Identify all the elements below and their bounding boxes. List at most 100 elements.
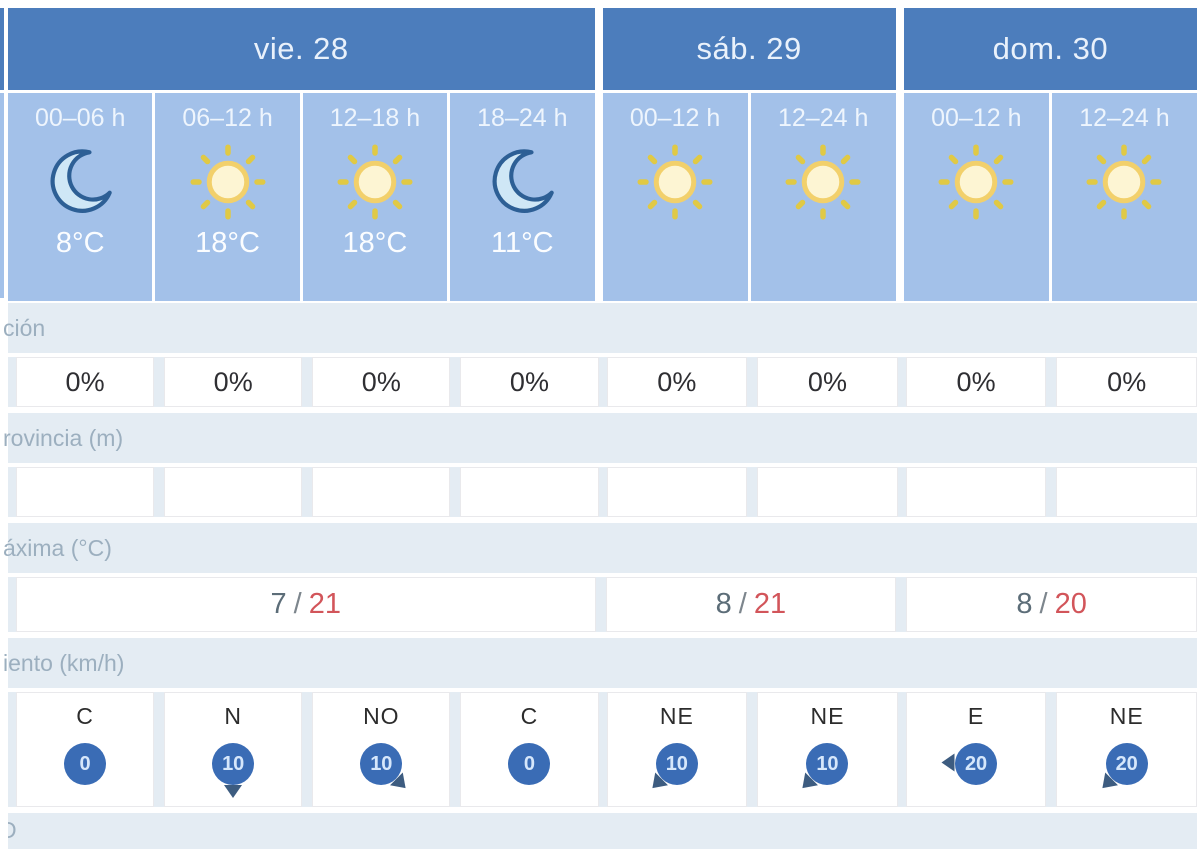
wind-speed-badge: 20	[1095, 743, 1148, 795]
weather-icon	[482, 139, 562, 225]
wind-speed-value: 0	[64, 743, 107, 785]
day-header-saturday: sáb. 29	[602, 8, 896, 90]
precipitation-cell: 0%	[606, 357, 748, 407]
day-header-friday: vie. 28	[8, 8, 595, 90]
minmax-separator: /	[1039, 588, 1048, 620]
wind-cell: C 0	[460, 692, 599, 807]
wind-direction-label: NO	[363, 703, 400, 729]
precipitation-cell: 0%	[16, 357, 155, 407]
wind-arrow-icon	[941, 753, 955, 772]
prev-column-sliver-body	[0, 93, 4, 298]
precipitation-cell: 0%	[757, 357, 898, 407]
precipitation-cell: 0%	[164, 357, 303, 407]
snow-level-cell	[16, 467, 155, 517]
moon-icon	[50, 149, 112, 213]
precipitation-cell: 0%	[1056, 357, 1197, 407]
row-label-snow-level: rovincia (m)	[3, 425, 124, 451]
weather-icon	[635, 139, 715, 225]
sun-icon	[190, 144, 266, 220]
row-label-band-precipitation: ción	[3, 303, 1197, 353]
temperature-label: 18°C	[342, 227, 408, 259]
wind-direction-label: NE	[1109, 703, 1144, 729]
weather-icon	[783, 139, 863, 225]
hour-range-label: 12–24 h	[778, 104, 869, 132]
precipitation-cell: 0%	[460, 357, 599, 407]
day-header-sunday: dom. 30	[903, 8, 1197, 90]
sun-icon	[1086, 144, 1162, 220]
hour-range-label: 12–18 h	[329, 104, 421, 132]
minmax-separator: /	[738, 588, 747, 620]
hour-range-label: 18–24 h	[477, 104, 568, 132]
hour-column: 00–12 h	[903, 93, 1049, 301]
forecast-table: vie. 28 sáb. 29 dom. 30 00–06 h 8°C 06–1…	[3, 8, 1197, 849]
hourly-forecast-row: 00–06 h 8°C 06–12 h 18°C 12–18 h	[8, 93, 1197, 301]
weather-icon	[335, 139, 415, 225]
sunday-group: 00–12 h 12–24 h	[903, 93, 1197, 301]
minmax-cell-saturday: 8 / 21	[605, 577, 897, 632]
row-label-band-wind: iento (km/h)	[3, 638, 1197, 688]
hour-range-label: 00–06 h	[35, 104, 126, 132]
snow-level-cell	[606, 467, 748, 517]
wind-direction-label: NE	[659, 703, 694, 729]
wind-speed-value: 0	[508, 743, 551, 785]
wind-speed-badge: 0	[64, 743, 107, 785]
hour-range-label: 06–12 h	[182, 104, 273, 132]
row-label-minmax-temp: áxima (°C)	[3, 535, 112, 561]
wind-speed-value: 20	[955, 743, 998, 785]
wind-direction-label: N	[224, 703, 242, 729]
wind-cell: N 10	[164, 692, 303, 807]
min-temp: 8	[715, 588, 732, 620]
wind-speed-badge: 10	[212, 743, 255, 798]
minmax-temp-row: 7 / 21 8 / 21 8 / 20	[8, 577, 1197, 632]
wind-direction-label: NE	[810, 703, 845, 729]
max-temp: 20	[1054, 588, 1087, 620]
wind-speed-badge: 10	[645, 743, 698, 795]
row-label-band-snow: rovincia (m)	[3, 413, 1197, 463]
wind-speed-value: 10	[806, 743, 849, 785]
row-label-wind: iento (km/h)	[3, 650, 125, 676]
weather-icon	[936, 139, 1016, 225]
sun-icon	[938, 144, 1014, 220]
max-temp: 21	[753, 588, 787, 620]
wind-cell: NO 10	[312, 692, 451, 807]
wind-row: C 0 N 10 NO 10	[8, 692, 1197, 807]
day-header-row: vie. 28 sáb. 29 dom. 30	[8, 8, 1197, 90]
hour-range-label: 12–24 h	[1079, 104, 1170, 132]
prev-column-sliver-header	[0, 8, 4, 90]
snow-level-row	[8, 467, 1197, 517]
hour-range-label: 00–12 h	[931, 104, 1022, 132]
hour-column: 12–24 h	[1051, 93, 1197, 301]
hour-column: 00–06 h 8°C	[8, 93, 153, 301]
hour-column: 18–24 h 11°C	[450, 93, 595, 301]
precipitation-row: 0% 0% 0% 0% 0% 0% 0% 0%	[8, 357, 1197, 407]
snow-level-cell	[757, 467, 898, 517]
wind-speed-badge: 10	[796, 743, 849, 795]
temperature-label: 11°C	[490, 227, 554, 259]
temperature-label: 18°C	[195, 227, 260, 259]
moon-icon	[492, 149, 555, 213]
wind-speed-badge: 20	[941, 743, 998, 785]
snow-level-cell	[312, 467, 451, 517]
sun-icon	[337, 144, 413, 220]
wind-cell: NE 10	[757, 692, 898, 807]
friday-group: 00–06 h 8°C 06–12 h 18°C 12–18 h	[8, 93, 595, 301]
snow-level-cell	[905, 467, 1047, 517]
row-label-precipitation: ción	[3, 315, 46, 341]
hour-column: 06–12 h 18°C	[155, 93, 300, 301]
sun-icon	[637, 144, 713, 220]
snow-level-cell	[164, 467, 303, 517]
wind-cell: NE 10	[606, 692, 748, 807]
snow-level-cell	[460, 467, 599, 517]
wind-speed-value: 20	[1105, 743, 1148, 785]
hour-column: 12–18 h 18°C	[302, 93, 448, 301]
row-label-band-minmax: áxima (°C)	[3, 523, 1197, 573]
minmax-cell-friday: 7 / 21	[16, 577, 596, 632]
partial-row-label: D	[8, 817, 17, 843]
min-temp: 8	[1016, 588, 1033, 620]
precipitation-cell: 0%	[312, 357, 451, 407]
wind-speed-badge: 0	[508, 743, 551, 785]
wind-cell: E 20	[905, 692, 1047, 807]
minmax-cell-sunday: 8 / 20	[906, 577, 1197, 632]
weather-icon	[1084, 139, 1164, 225]
weather-icon	[40, 139, 120, 225]
